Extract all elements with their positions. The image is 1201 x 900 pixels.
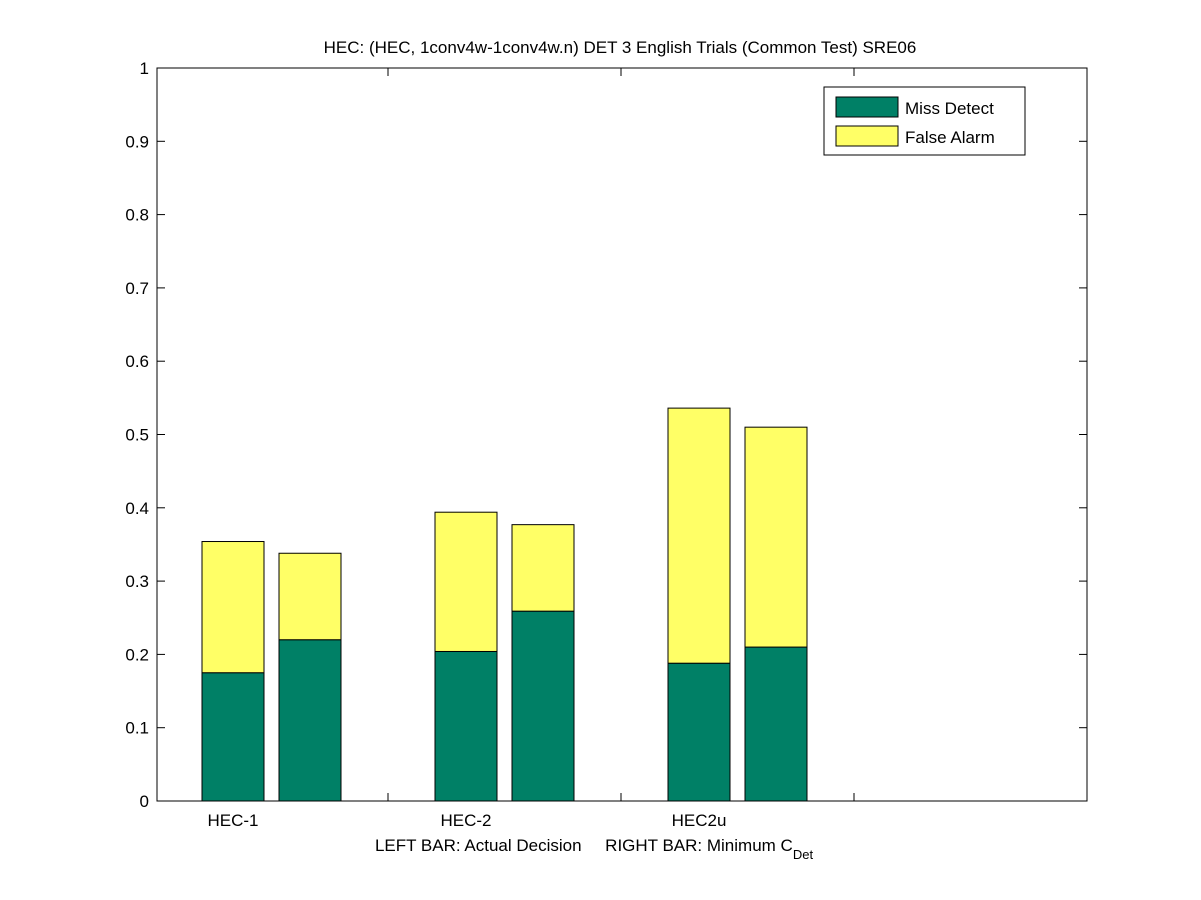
bar-miss-detect-hec-1	[278, 639, 342, 802]
y-tick-label: 1	[140, 59, 149, 78]
legend-label-miss-detect: Miss Detect	[905, 99, 994, 118]
plot-area: 0 0.1 0.2 0.3 0.4 0.5 0.6 0.7 0.8 0.9 1 HEC-1 HEC-2…	[125, 59, 1088, 830]
y-tick-label: 0.1	[125, 719, 149, 738]
x-axis-label-gap	[582, 836, 606, 855]
y-tick-label: 0.8	[125, 206, 149, 225]
chart-title: HEC: (HEC, 1conv4w-1conv4w.n) DET 3 Engl…	[324, 38, 917, 57]
bar-miss-detect-hec2u	[744, 646, 808, 802]
y-tick-label: 0.6	[125, 352, 149, 371]
y-tick-label: 0.5	[125, 426, 149, 445]
x-category-label: HEC-2	[440, 811, 491, 830]
bar-false-alarm-hec-1	[278, 552, 342, 641]
bar-false-alarm-hec2u	[744, 426, 808, 648]
y-tick-label: 0	[140, 792, 149, 811]
y-axis: 0 0.1 0.2 0.3 0.4 0.5 0.6 0.7 0.8 0.9 1	[125, 59, 1087, 811]
bar-miss-detect-hec-2	[434, 650, 498, 802]
x-axis-label-right: RIGHT BAR: Minimum C	[605, 836, 793, 855]
bar-false-alarm-hec2u	[667, 407, 731, 664]
y-tick-label: 0.2	[125, 645, 149, 664]
bars-group	[201, 407, 808, 802]
y-tick-label: 0.3	[125, 572, 149, 591]
y-tick-label: 0.7	[125, 279, 149, 298]
bar-miss-detect-hec-2	[511, 610, 575, 802]
legend-swatch-miss-detect	[835, 96, 899, 118]
legend: Miss Detect False Alarm	[823, 86, 1026, 156]
y-tick-label: 0.9	[125, 132, 149, 151]
x-axis: HEC-1 HEC-2 HEC2u	[207, 68, 855, 830]
bar-miss-detect-hec2u	[667, 662, 731, 802]
legend-swatch-false-alarm	[835, 125, 899, 147]
bar-false-alarm-hec-2	[434, 511, 498, 652]
bar-false-alarm-hec-1	[201, 541, 265, 674]
legend-label-false-alarm: False Alarm	[905, 128, 995, 147]
x-category-label: HEC-1	[207, 811, 258, 830]
x-category-label: HEC2u	[672, 811, 727, 830]
axes-box	[156, 67, 1088, 802]
y-tick-label: 0.4	[125, 499, 149, 518]
bar-false-alarm-hec-2	[511, 524, 575, 612]
x-axis-label-subscript: Det	[793, 847, 814, 862]
x-axis-label-left: LEFT BAR: Actual Decision	[375, 836, 582, 855]
bar-miss-detect-hec-1	[201, 672, 265, 802]
x-axis-label: LEFT BAR: Actual Decision RIGHT BAR: Min…	[375, 836, 814, 862]
